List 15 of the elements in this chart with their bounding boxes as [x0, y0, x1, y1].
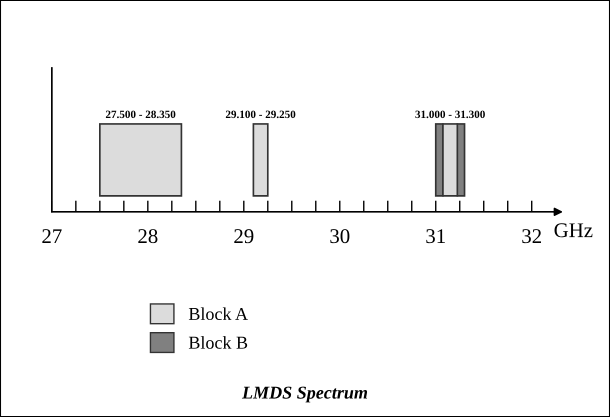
- x-tick-label: 31: [426, 229, 445, 244]
- x-tick-label: 28: [138, 229, 158, 244]
- legend-label: Block A: [188, 307, 248, 320]
- text: LMDS Spectrum: [242, 386, 368, 402]
- x-axis-title: GHz: [554, 223, 592, 238]
- bar: [99, 123, 182, 197]
- x-tick-label: 32: [522, 229, 541, 244]
- annotation: 31.000 - 31.300: [415, 110, 485, 118]
- x-tick-label: 27: [42, 229, 62, 243]
- bar: [252, 123, 269, 197]
- x-tick-label: 29: [234, 229, 254, 244]
- legend-label: Block B: [188, 336, 248, 349]
- annotation: 29.100 - 29.250: [226, 110, 296, 118]
- annotation: 27.500 - 28.350: [106, 110, 176, 118]
- x-tick-label: 30: [330, 229, 350, 244]
